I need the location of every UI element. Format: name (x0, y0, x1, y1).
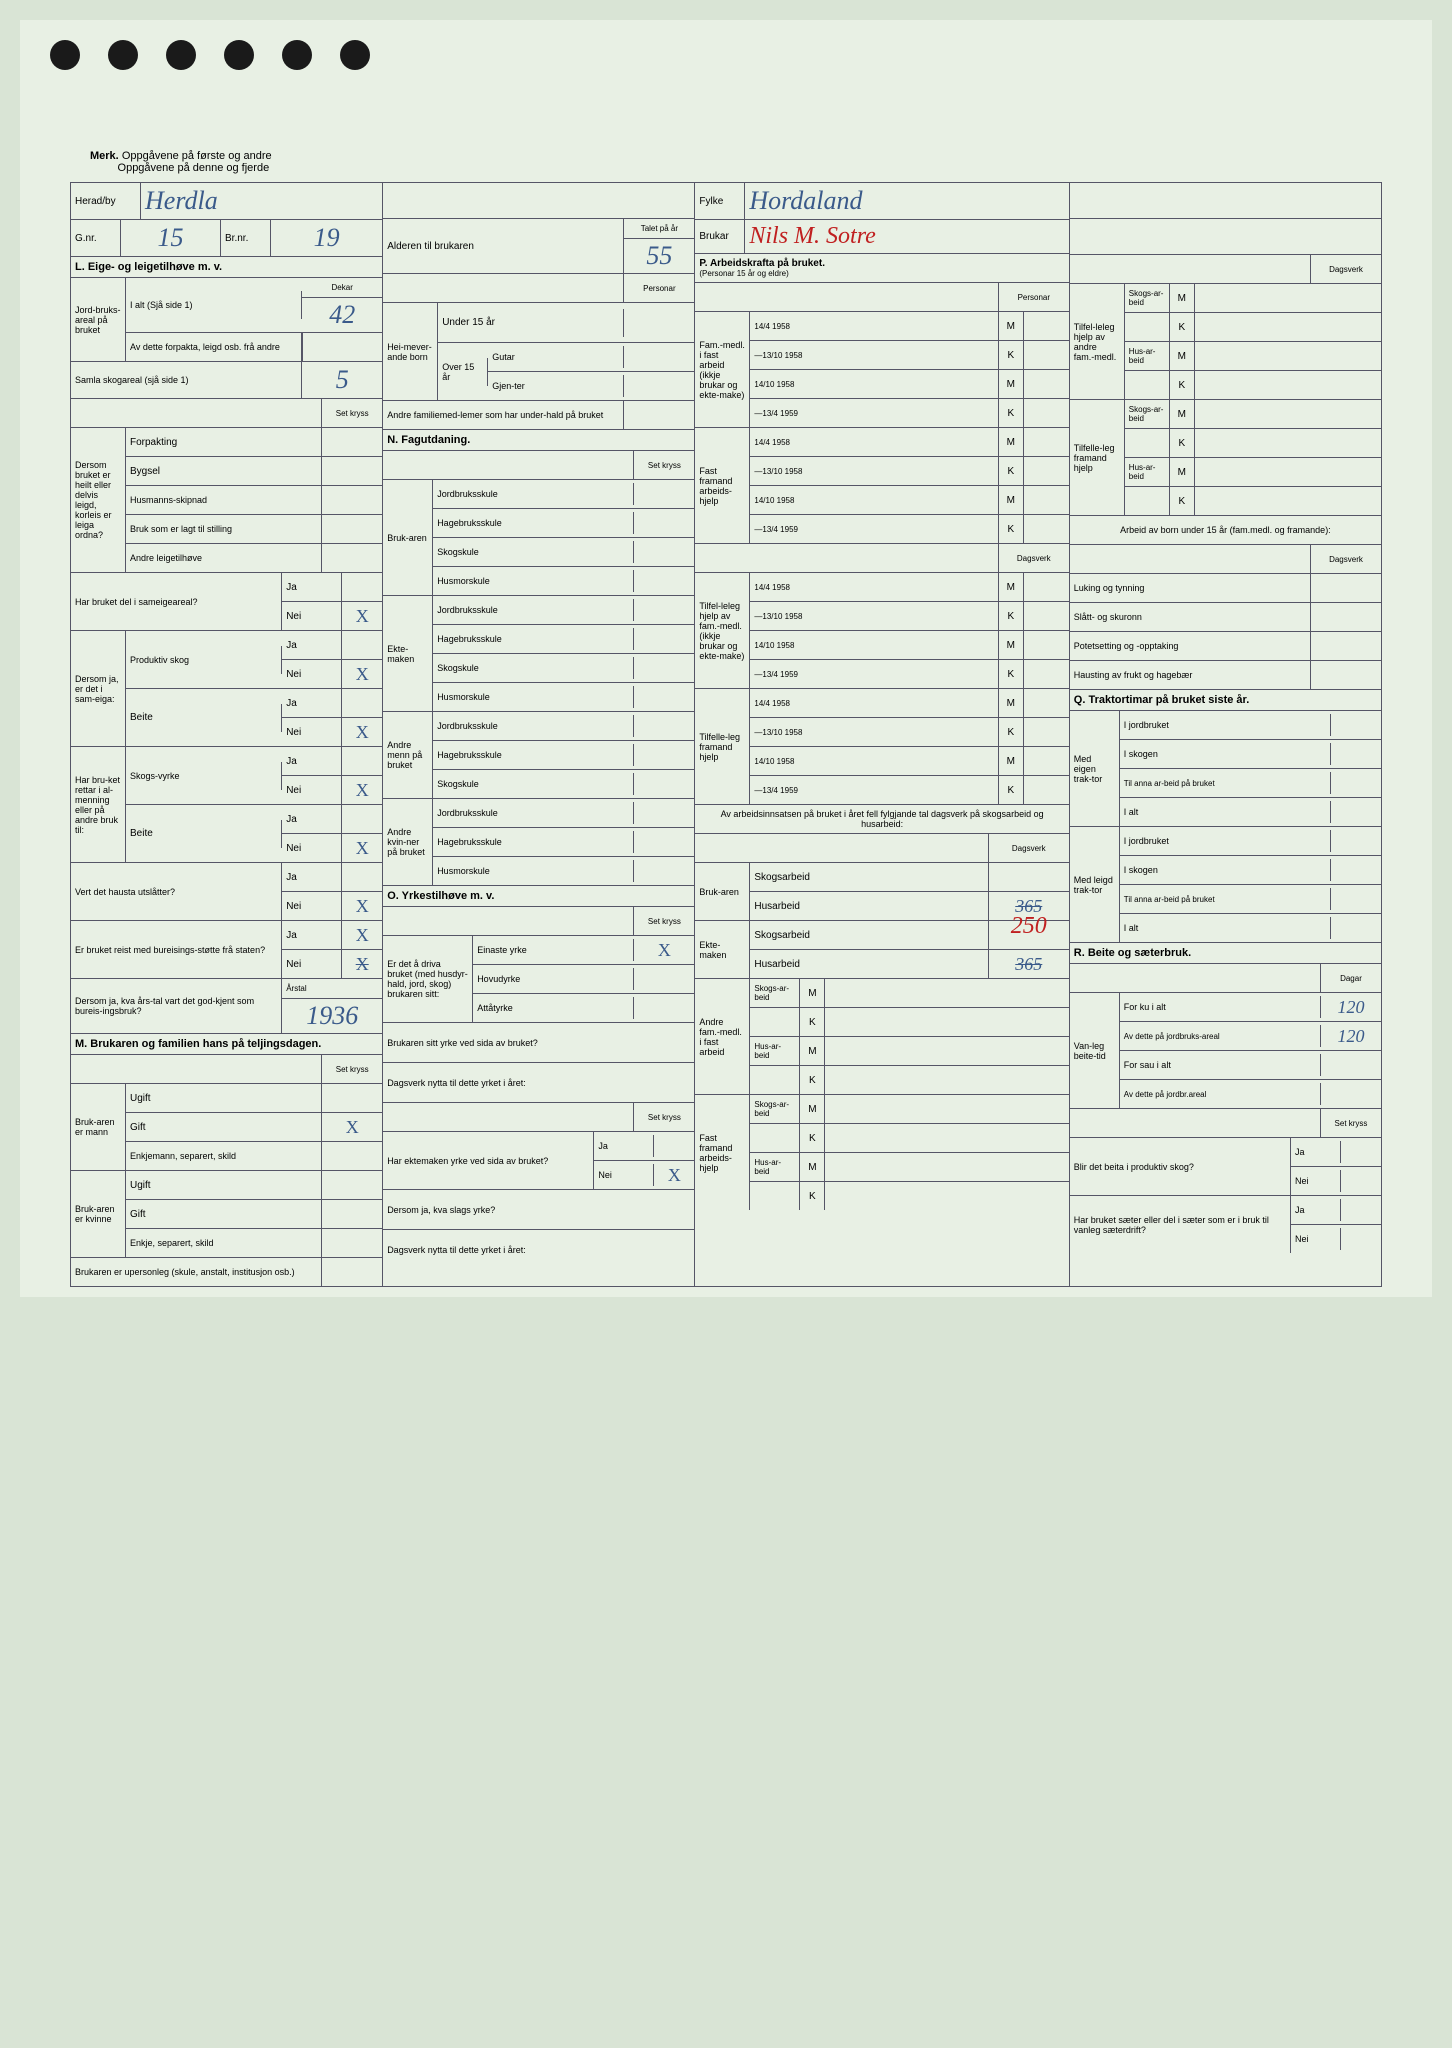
merk-note: Merk. Oppgåvene på første og andre Oppgå… (90, 150, 1422, 174)
section-o-title: O. Yrkestilhøve m. v. (383, 886, 694, 907)
form-page: Merk. Oppgåvene på første og andre Oppgå… (20, 20, 1432, 1297)
brukar-label: Brukar (695, 220, 745, 253)
jordbruks-label: Jord-bruks-areal på bruket (71, 278, 126, 361)
samla-value: 5 (302, 362, 382, 398)
section-n-title: N. Fagutdaning. (383, 430, 694, 451)
avdette-value: 120 (1321, 1022, 1381, 1050)
fylke-value: Hordaland (745, 183, 1068, 219)
brukar-value: Nils M. Sotre (745, 220, 1068, 253)
gnr-value: 15 (121, 220, 221, 256)
ektemake-husarbeid: 365 (989, 950, 1069, 978)
sameige-nei-x: X (342, 602, 382, 630)
gift-x: X (322, 1113, 382, 1141)
section-q-title: Q. Traktortimar på bruket siste år. (1070, 690, 1381, 711)
dersom-label: Dersom bruket er heilt eller delvis leig… (71, 428, 126, 572)
punch-holes (50, 40, 370, 70)
arstal-value: 1936 (282, 999, 382, 1033)
ialt-value: 42 (302, 298, 382, 332)
einaste-x: X (634, 936, 694, 964)
alder-value: 55 (624, 239, 694, 273)
ektemaken-nei-x: X (654, 1161, 694, 1189)
census-form: Herad/by Herdla G.nr. 15 Br.nr. 19 L. Ei… (70, 182, 1382, 1287)
forku-value: 120 (1321, 993, 1381, 1021)
herad-label: Herad/by (71, 183, 141, 219)
section-m-title: M. Brukaren og familien hans på teljings… (71, 1034, 382, 1055)
brnr-value: 19 (271, 220, 382, 256)
section-p-title: P. Arbeidskrafta på bruket. (Personar 15… (695, 254, 1068, 282)
section-r-title: R. Beite og sæterbruk. (1070, 943, 1381, 964)
gnr-label: G.nr. (71, 220, 121, 256)
section-l-title: L. Eige- og leigetilhøve m. v. (71, 257, 382, 278)
fylke-label: Fylke (695, 183, 745, 219)
brnr-label: Br.nr. (221, 220, 271, 256)
herad-value: Herdla (141, 183, 382, 219)
husarbeid-corrected: 250 (1011, 913, 1047, 940)
